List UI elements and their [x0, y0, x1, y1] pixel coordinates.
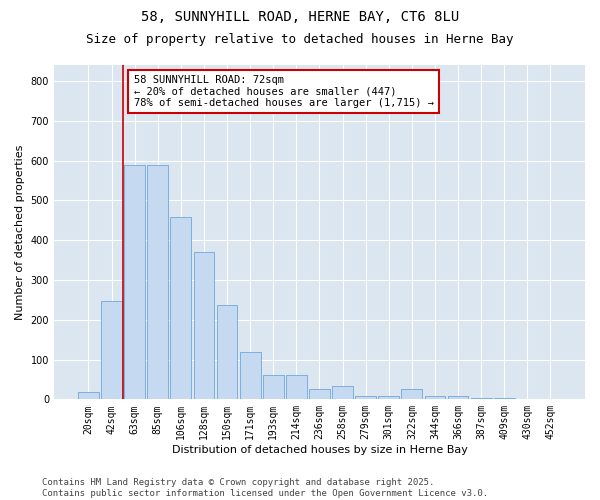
Bar	[471, 398, 491, 400]
Bar	[425, 396, 445, 400]
Y-axis label: Number of detached properties: Number of detached properties	[15, 144, 25, 320]
Bar	[124, 164, 145, 400]
Bar	[332, 386, 353, 400]
Bar	[309, 390, 330, 400]
Bar	[379, 396, 399, 400]
Bar	[448, 396, 469, 400]
Text: Contains HM Land Registry data © Crown copyright and database right 2025.
Contai: Contains HM Land Registry data © Crown c…	[42, 478, 488, 498]
Text: 58 SUNNYHILL ROAD: 72sqm
← 20% of detached houses are smaller (447)
78% of semi-: 58 SUNNYHILL ROAD: 72sqm ← 20% of detach…	[134, 75, 434, 108]
Bar	[148, 164, 168, 400]
Bar	[101, 300, 122, 400]
Bar	[286, 374, 307, 400]
Text: 58, SUNNYHILL ROAD, HERNE BAY, CT6 8LU: 58, SUNNYHILL ROAD, HERNE BAY, CT6 8LU	[141, 10, 459, 24]
Bar	[517, 398, 538, 400]
Bar	[217, 305, 238, 400]
Bar	[263, 374, 284, 400]
Bar	[540, 398, 561, 400]
X-axis label: Distribution of detached houses by size in Herne Bay: Distribution of detached houses by size …	[172, 445, 467, 455]
Bar	[194, 252, 214, 400]
Bar	[401, 390, 422, 400]
Bar	[355, 396, 376, 400]
Text: Size of property relative to detached houses in Herne Bay: Size of property relative to detached ho…	[86, 32, 514, 46]
Bar	[240, 352, 260, 400]
Bar	[78, 392, 99, 400]
Bar	[494, 398, 515, 400]
Bar	[170, 218, 191, 400]
